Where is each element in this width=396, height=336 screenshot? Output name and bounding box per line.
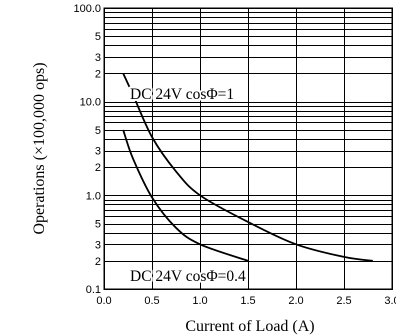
y-tick-label: 2 [95, 162, 101, 174]
x-axis-title: Current of Load (A) [185, 318, 314, 335]
y-tick-label: 1.0 [86, 190, 101, 202]
y-tick-label: 3 [95, 52, 101, 64]
series-curve-1 [122, 73, 373, 262]
y-tick-label: 3 [95, 239, 101, 251]
y-tick-label: 5 [95, 125, 101, 137]
y-tick-label: 5 [95, 31, 101, 43]
y-tick-label: 2 [95, 256, 101, 268]
annotation-cos04: DC 24V cosΦ=0.4 [130, 268, 246, 285]
y-tick-label: 2 [95, 68, 101, 80]
y-tick-label: 100.0 [73, 3, 101, 15]
y-tick-label: 3 [95, 146, 101, 158]
plot-frame [103, 7, 393, 290]
y-tick-label: 5 [95, 219, 101, 231]
y-tick-label: 0.1 [86, 284, 101, 296]
y-tick-label: 10.0 [80, 97, 101, 109]
y-axis-title: Operations (×100,000 ops) [31, 62, 48, 234]
x-tick-label: 1.0 [192, 295, 207, 307]
x-tick-label: 2.0 [288, 295, 303, 307]
x-tick-label: 1.5 [240, 295, 255, 307]
annotation-cos1: DC 24V cosΦ=1 [130, 86, 234, 103]
x-tick-label: 3.0 [384, 295, 396, 307]
x-tick-label: 0.0 [96, 295, 111, 307]
x-tick-label: 2.5 [336, 295, 351, 307]
series-curve-2 [122, 129, 249, 262]
x-tick-label: 0.5 [144, 295, 159, 307]
